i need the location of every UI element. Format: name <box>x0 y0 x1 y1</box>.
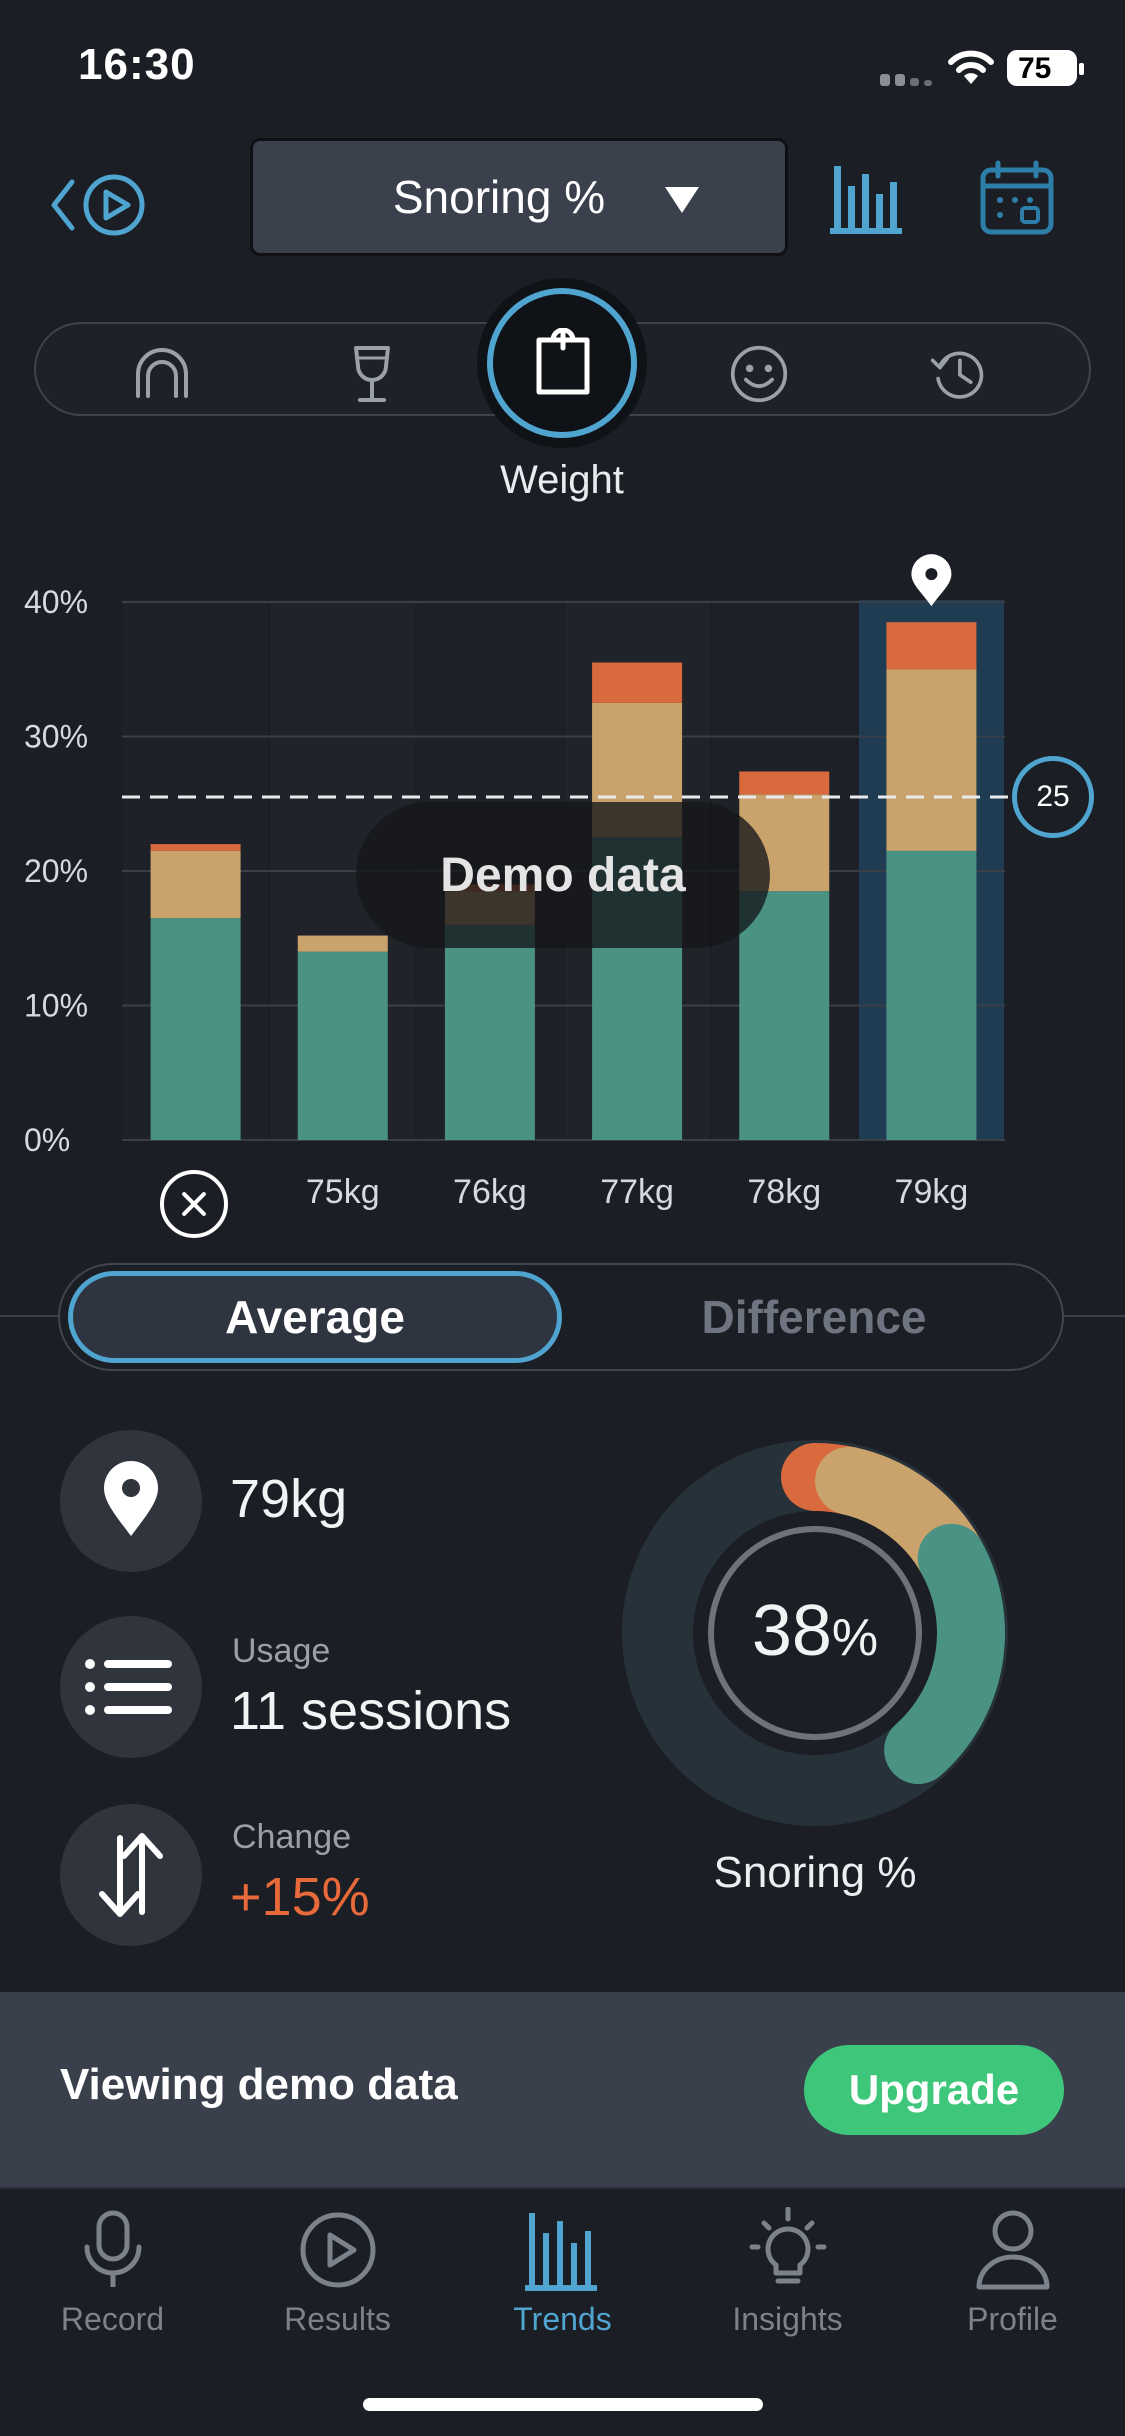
bar-segment-loud[interactable] <box>739 771 830 795</box>
bar-segment-medium[interactable] <box>297 935 388 952</box>
weight-value: 79kg <box>230 1469 348 1529</box>
tab-trends-label: Trends <box>513 2301 612 2337</box>
calendar-icon[interactable] <box>978 160 1056 238</box>
x-tick-label: 79kg <box>895 1173 969 1211</box>
donut-unit: % <box>831 1609 879 1667</box>
demo-banner-text: Viewing demo data <box>60 2060 458 2109</box>
status-time: 16:30 <box>78 40 196 89</box>
bar-segment-light[interactable] <box>739 891 830 1140</box>
tab-difference[interactable]: Difference <box>701 1291 927 1343</box>
donut-segment-light <box>884 1523 1005 1785</box>
tab-results-label: Results <box>284 2301 391 2337</box>
trends-bar-icon <box>524 2213 597 2291</box>
mouthguard-icon[interactable] <box>132 344 192 404</box>
pin-dot <box>925 568 938 581</box>
x-tick-label: 77kg <box>600 1173 674 1211</box>
bar-segment-loud[interactable] <box>592 662 683 703</box>
home-indicator <box>363 2398 763 2411</box>
battery-indicator: 75 <box>1007 50 1084 86</box>
bar-segment-light[interactable] <box>444 924 535 1140</box>
signal-icon <box>880 74 932 86</box>
up-down-arrows-icon <box>99 1833 163 1917</box>
bottom-tab-bar: Record Results Trends Insights <box>0 2187 1125 2436</box>
change-label: Change <box>232 1818 352 1856</box>
tab-insights-label: Insights <box>732 2301 843 2337</box>
y-tick-label: 30% <box>24 719 88 755</box>
battery-level: 75 <box>1018 52 1052 85</box>
weight-scale-icon <box>536 328 590 395</box>
location-pin-stat <box>60 1430 202 1572</box>
tab-profile[interactable]: Profile <box>900 2207 1125 2357</box>
tab-record-label: Record <box>60 2301 165 2337</box>
bar-segment-light[interactable] <box>150 918 241 1140</box>
microphone-icon <box>84 2210 141 2287</box>
demo-data-overlay: Demo data <box>356 802 770 948</box>
factor-selected-label: Weight <box>500 458 624 502</box>
tab-record[interactable]: Record <box>0 2207 225 2357</box>
lightbulb-icon <box>749 2207 826 2284</box>
tab-insights[interactable]: Insights <box>675 2207 900 2357</box>
bar-segment-light[interactable] <box>886 850 977 1140</box>
tab-trends[interactable]: Trends <box>450 2207 675 2357</box>
y-tick-label: 20% <box>24 853 88 889</box>
bar-segment-loud[interactable] <box>886 622 977 670</box>
header: Snoring % <box>0 130 1125 270</box>
person-icon <box>976 2210 1049 2290</box>
tab-results[interactable]: Results <box>225 2207 450 2357</box>
back-play-icon[interactable] <box>44 170 154 240</box>
bar-segment-light[interactable] <box>297 951 388 1140</box>
x-tick-label: 76kg <box>453 1173 527 1211</box>
change-stat <box>60 1804 202 1946</box>
status-bar: 16:30 75 <box>0 0 1125 130</box>
clear-selection-button[interactable] <box>160 1170 228 1238</box>
factor-weight-selected[interactable] <box>487 288 637 438</box>
y-tick-label: 10% <box>24 988 88 1024</box>
donut-percentage: 38% <box>620 1590 1010 1672</box>
y-tick-label: 40% <box>24 584 88 620</box>
bar-chart-icon[interactable] <box>828 160 908 240</box>
change-value: +15% <box>230 1867 370 1927</box>
upgrade-button[interactable]: Upgrade <box>804 2045 1064 2135</box>
donut-value: 38 <box>751 1591 832 1671</box>
snoring-donut-chart <box>622 1440 1008 1826</box>
bar-segment-medium[interactable] <box>886 669 977 851</box>
average-difference-toggle: Average Difference <box>58 1263 1064 1371</box>
tab-average[interactable]: Average <box>68 1271 562 1363</box>
metric-dropdown-label: Snoring % <box>392 171 606 223</box>
donut-hole <box>693 1511 937 1755</box>
list-icon <box>85 1659 172 1715</box>
wine-glass-icon[interactable] <box>342 344 402 404</box>
snoring-chart: 0% 10% 20% 30% 40% 75kg 76kg 77kg 78kg 79kg <box>0 540 1125 1240</box>
y-tick-label: 0% <box>24 1122 70 1158</box>
bar-segment-medium[interactable] <box>150 850 241 919</box>
smiley-icon[interactable] <box>729 344 789 404</box>
location-pin-icon <box>104 1461 158 1536</box>
tab-profile-label: Profile <box>967 2301 1058 2337</box>
stacked-bar-chart: 0% 10% 20% 30% 40% 75kg 76kg 77kg 78kg 79kg <box>24 554 1014 1211</box>
usage-stat <box>60 1616 202 1758</box>
metric-dropdown[interactable]: Snoring % <box>250 138 788 256</box>
bar-segment-loud[interactable] <box>150 844 241 851</box>
play-circle-icon <box>300 2212 375 2288</box>
x-tick-label: 78kg <box>747 1173 821 1211</box>
usage-label: Usage <box>232 1632 331 1670</box>
threshold-handle[interactable]: 25 <box>1012 756 1094 838</box>
x-tick-label: 75kg <box>306 1173 380 1211</box>
usage-value: 11 sessions <box>230 1681 512 1741</box>
donut-inner-ring <box>708 1526 922 1740</box>
chevron-down-icon <box>665 187 699 213</box>
history-icon[interactable] <box>929 344 989 404</box>
donut-label: Snoring % <box>713 1848 917 1897</box>
wifi-icon <box>948 50 994 84</box>
demo-banner: Viewing demo data Upgrade <box>0 1992 1125 2187</box>
